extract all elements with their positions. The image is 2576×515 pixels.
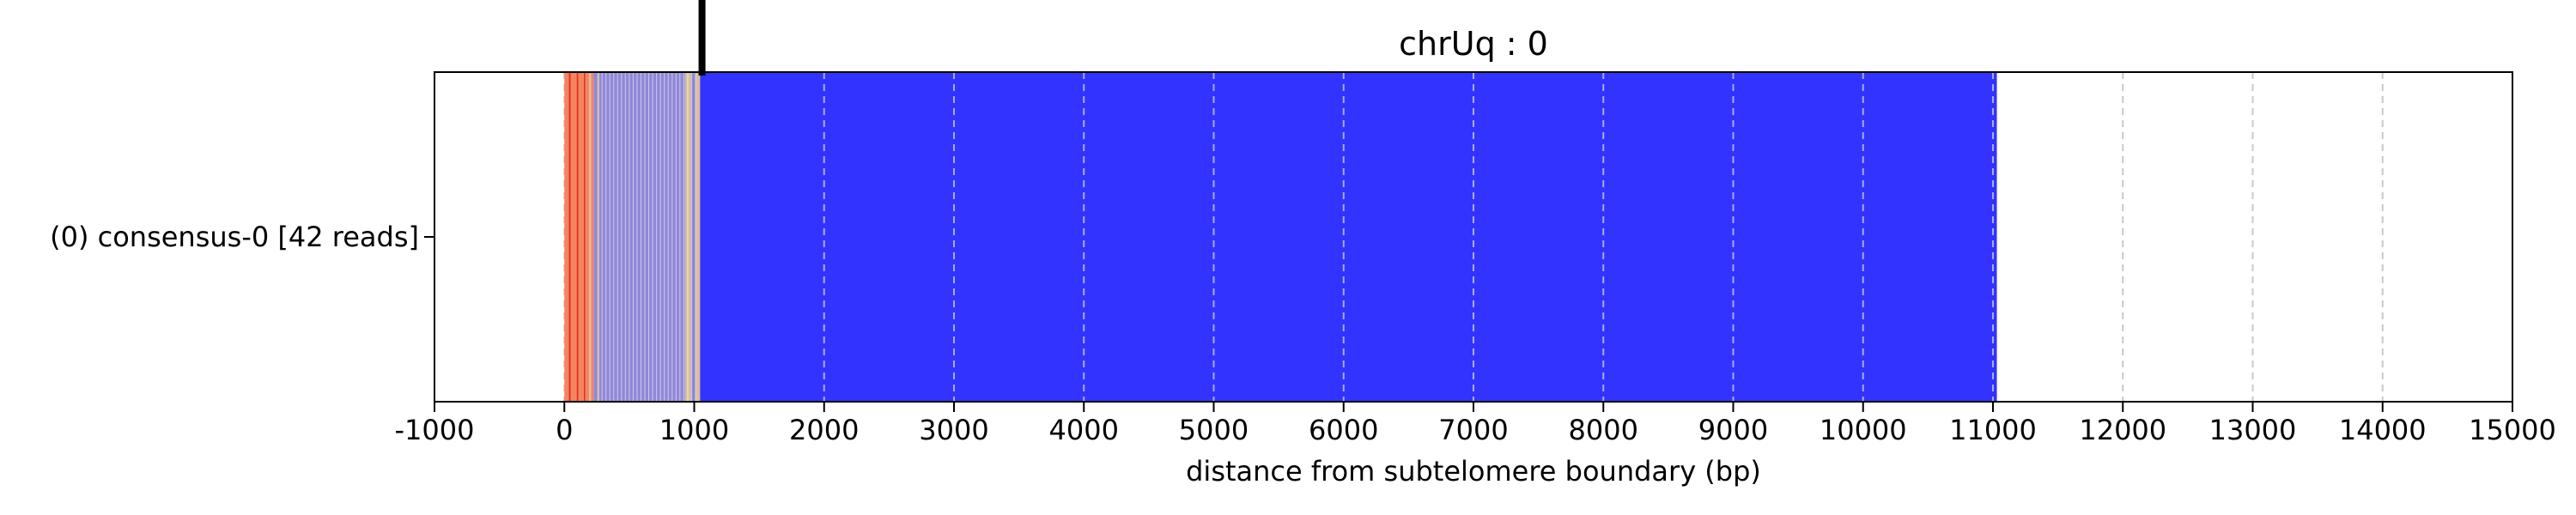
read-segment <box>570 72 577 402</box>
read-segment <box>578 72 584 402</box>
x-tick-label: 15000 <box>2469 414 2556 446</box>
x-tick-label: 12000 <box>2079 414 2166 446</box>
x-tick-label: 3000 <box>919 414 988 446</box>
chart-title: chrUq : 0 <box>1399 25 1548 63</box>
x-tick-label: 9000 <box>1698 414 1768 446</box>
read-segment <box>591 72 594 402</box>
row-label: (0) consensus-0 [42 reads] <box>50 221 419 253</box>
read-segment <box>597 72 599 402</box>
x-tick-label: 8000 <box>1569 414 1638 446</box>
x-tick-label: 13000 <box>2209 414 2297 446</box>
read-segment <box>576 72 579 402</box>
x-tick-label: 6000 <box>1309 414 1378 446</box>
x-tick-label: 0 <box>556 414 573 446</box>
read-segment <box>690 72 696 402</box>
read-segment <box>585 72 589 402</box>
x-tick-label: 11000 <box>1949 414 2037 446</box>
x-axis-label: distance from subtelomere boundary (bp) <box>1186 455 1761 488</box>
read-segment <box>593 72 598 402</box>
x-tick-label: 7000 <box>1438 414 1508 446</box>
read-segment <box>588 72 592 402</box>
x-tick-label: 5000 <box>1179 414 1249 446</box>
x-tick-layer: -1000 0 1000 2000 3000 4000 5000 6000 7000 8000 90… <box>395 402 2556 446</box>
x-tick-label: 14000 <box>2339 414 2427 446</box>
x-tick-label: 1000 <box>659 414 729 446</box>
row-label-layer: (0) consensus-0 [42 reads] <box>50 221 434 253</box>
read-segment <box>696 72 701 402</box>
read-segment <box>700 72 1997 402</box>
segment-layer <box>564 72 1997 402</box>
read-segment <box>583 72 586 402</box>
read-segment <box>568 72 571 402</box>
x-tick-label: 4000 <box>1049 414 1119 446</box>
x-tick-label: 10000 <box>1820 414 1907 446</box>
x-tick-label: -1000 <box>395 414 475 446</box>
x-tick-label: 2000 <box>789 414 859 446</box>
stripe-layer <box>601 72 1994 402</box>
read-segment <box>564 72 569 402</box>
